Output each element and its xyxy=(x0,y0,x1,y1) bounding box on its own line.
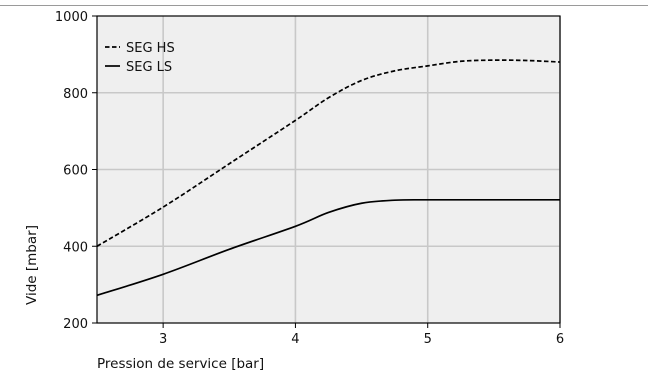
legend-label-seg-hs: SEG HS xyxy=(126,41,175,56)
grid xyxy=(97,16,561,323)
y-tick-label: 1000 xyxy=(55,10,88,25)
series-line-seg-ls xyxy=(96,198,560,297)
legend: SEG HS SEG LS xyxy=(105,41,175,75)
legend-label-seg-ls: SEG LS xyxy=(126,60,172,75)
series-line-seg-hs xyxy=(96,59,561,247)
y-axis-label: Vide [mbar] xyxy=(24,225,40,305)
series-group xyxy=(96,59,561,297)
x-tick-label: 6 xyxy=(556,332,564,347)
y-tick-label: 400 xyxy=(63,240,88,255)
y-tick-label: 800 xyxy=(63,87,88,102)
x-tick-label: 4 xyxy=(291,332,299,347)
x-tick-label: 5 xyxy=(424,332,432,347)
y-tick-label: 600 xyxy=(63,164,88,179)
x-tick-label: 3 xyxy=(159,332,167,347)
y-tick-label: 200 xyxy=(63,317,88,332)
ticks: 3 4 5 6 200 400 600 800 1000 xyxy=(55,10,564,347)
x-axis-label: Pression de service [bar] xyxy=(97,356,264,372)
